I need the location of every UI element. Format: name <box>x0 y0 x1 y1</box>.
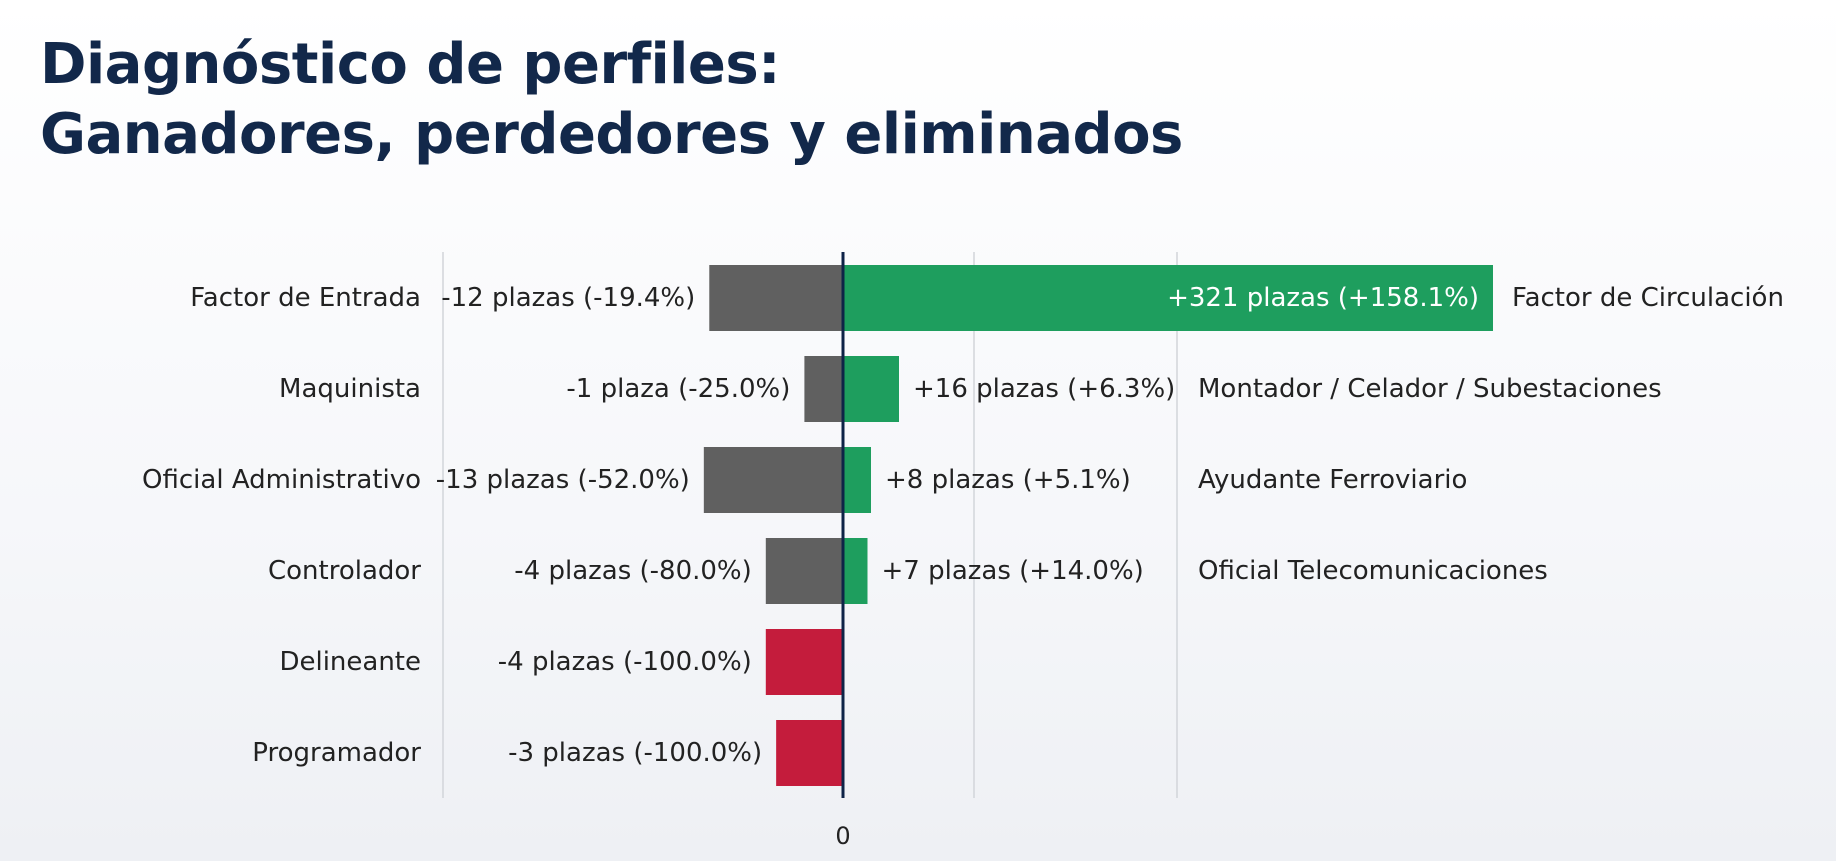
category-label-left-4: Controlador <box>268 556 421 586</box>
category-label-left-3: Oficial Administrativo <box>142 465 421 495</box>
category-label-left-2: Maquinista <box>279 374 421 404</box>
bar-loss-6 <box>776 720 843 786</box>
value-label-gain-2: +16 plazas (+6.3%) <box>913 374 1175 404</box>
value-label-loss-2: -1 plaza (-25.0%) <box>566 374 790 404</box>
chart-title: Diagnóstico de perfiles: Ganadores, perd… <box>40 30 1183 170</box>
bar-gain-3 <box>843 447 871 513</box>
category-label-right-2: Montador / Celador / Subestaciones <box>1198 374 1662 404</box>
bar-gain-1 <box>843 265 1493 331</box>
chart-title-line-2: Ganadores, perdedores y eliminados <box>40 102 1183 167</box>
value-label-loss-1: -12 plazas (-19.4%) <box>441 283 695 313</box>
value-label-gain-1: +321 plazas (+158.1%) <box>1167 283 1479 313</box>
value-label-loss-3: -13 plazas (-52.0%) <box>436 465 690 495</box>
value-label-gain-3: +8 plazas (+5.1%) <box>885 465 1131 495</box>
x-tick-label-zero: 0 <box>835 822 850 850</box>
bar-loss-3 <box>703 447 843 513</box>
value-label-gain-4: +7 plazas (+14.0%) <box>882 556 1144 586</box>
bar-gain-2 <box>843 356 899 422</box>
bar-loss-1 <box>709 265 843 331</box>
bar-gain-4 <box>843 538 868 604</box>
value-label-loss-5: -4 plazas (-100.0%) <box>498 647 752 677</box>
value-label-loss-4: -4 plazas (-80.0%) <box>514 556 752 586</box>
category-label-left-1: Factor de Entrada <box>190 283 421 313</box>
category-label-right-4: Oficial Telecomunicaciones <box>1198 556 1548 586</box>
chart-title-line-1: Diagnóstico de perfiles: <box>40 32 781 97</box>
bar-loss-2 <box>804 356 843 422</box>
category-label-left-6: Programador <box>252 738 421 768</box>
category-label-right-3: Ayudante Ferroviario <box>1198 465 1467 495</box>
value-label-loss-6: -3 plazas (-100.0%) <box>508 738 762 768</box>
bar-loss-5 <box>765 629 843 695</box>
labels: Factor de Entrada -12 plazas (-19.4%) +321… <box>142 283 1784 768</box>
category-label-left-5: Delineante <box>279 647 421 677</box>
bar-loss-4 <box>765 538 843 604</box>
bars <box>703 265 1493 786</box>
gridlines <box>442 252 1178 798</box>
category-label-right-1: Factor de Circulación <box>1512 283 1784 313</box>
